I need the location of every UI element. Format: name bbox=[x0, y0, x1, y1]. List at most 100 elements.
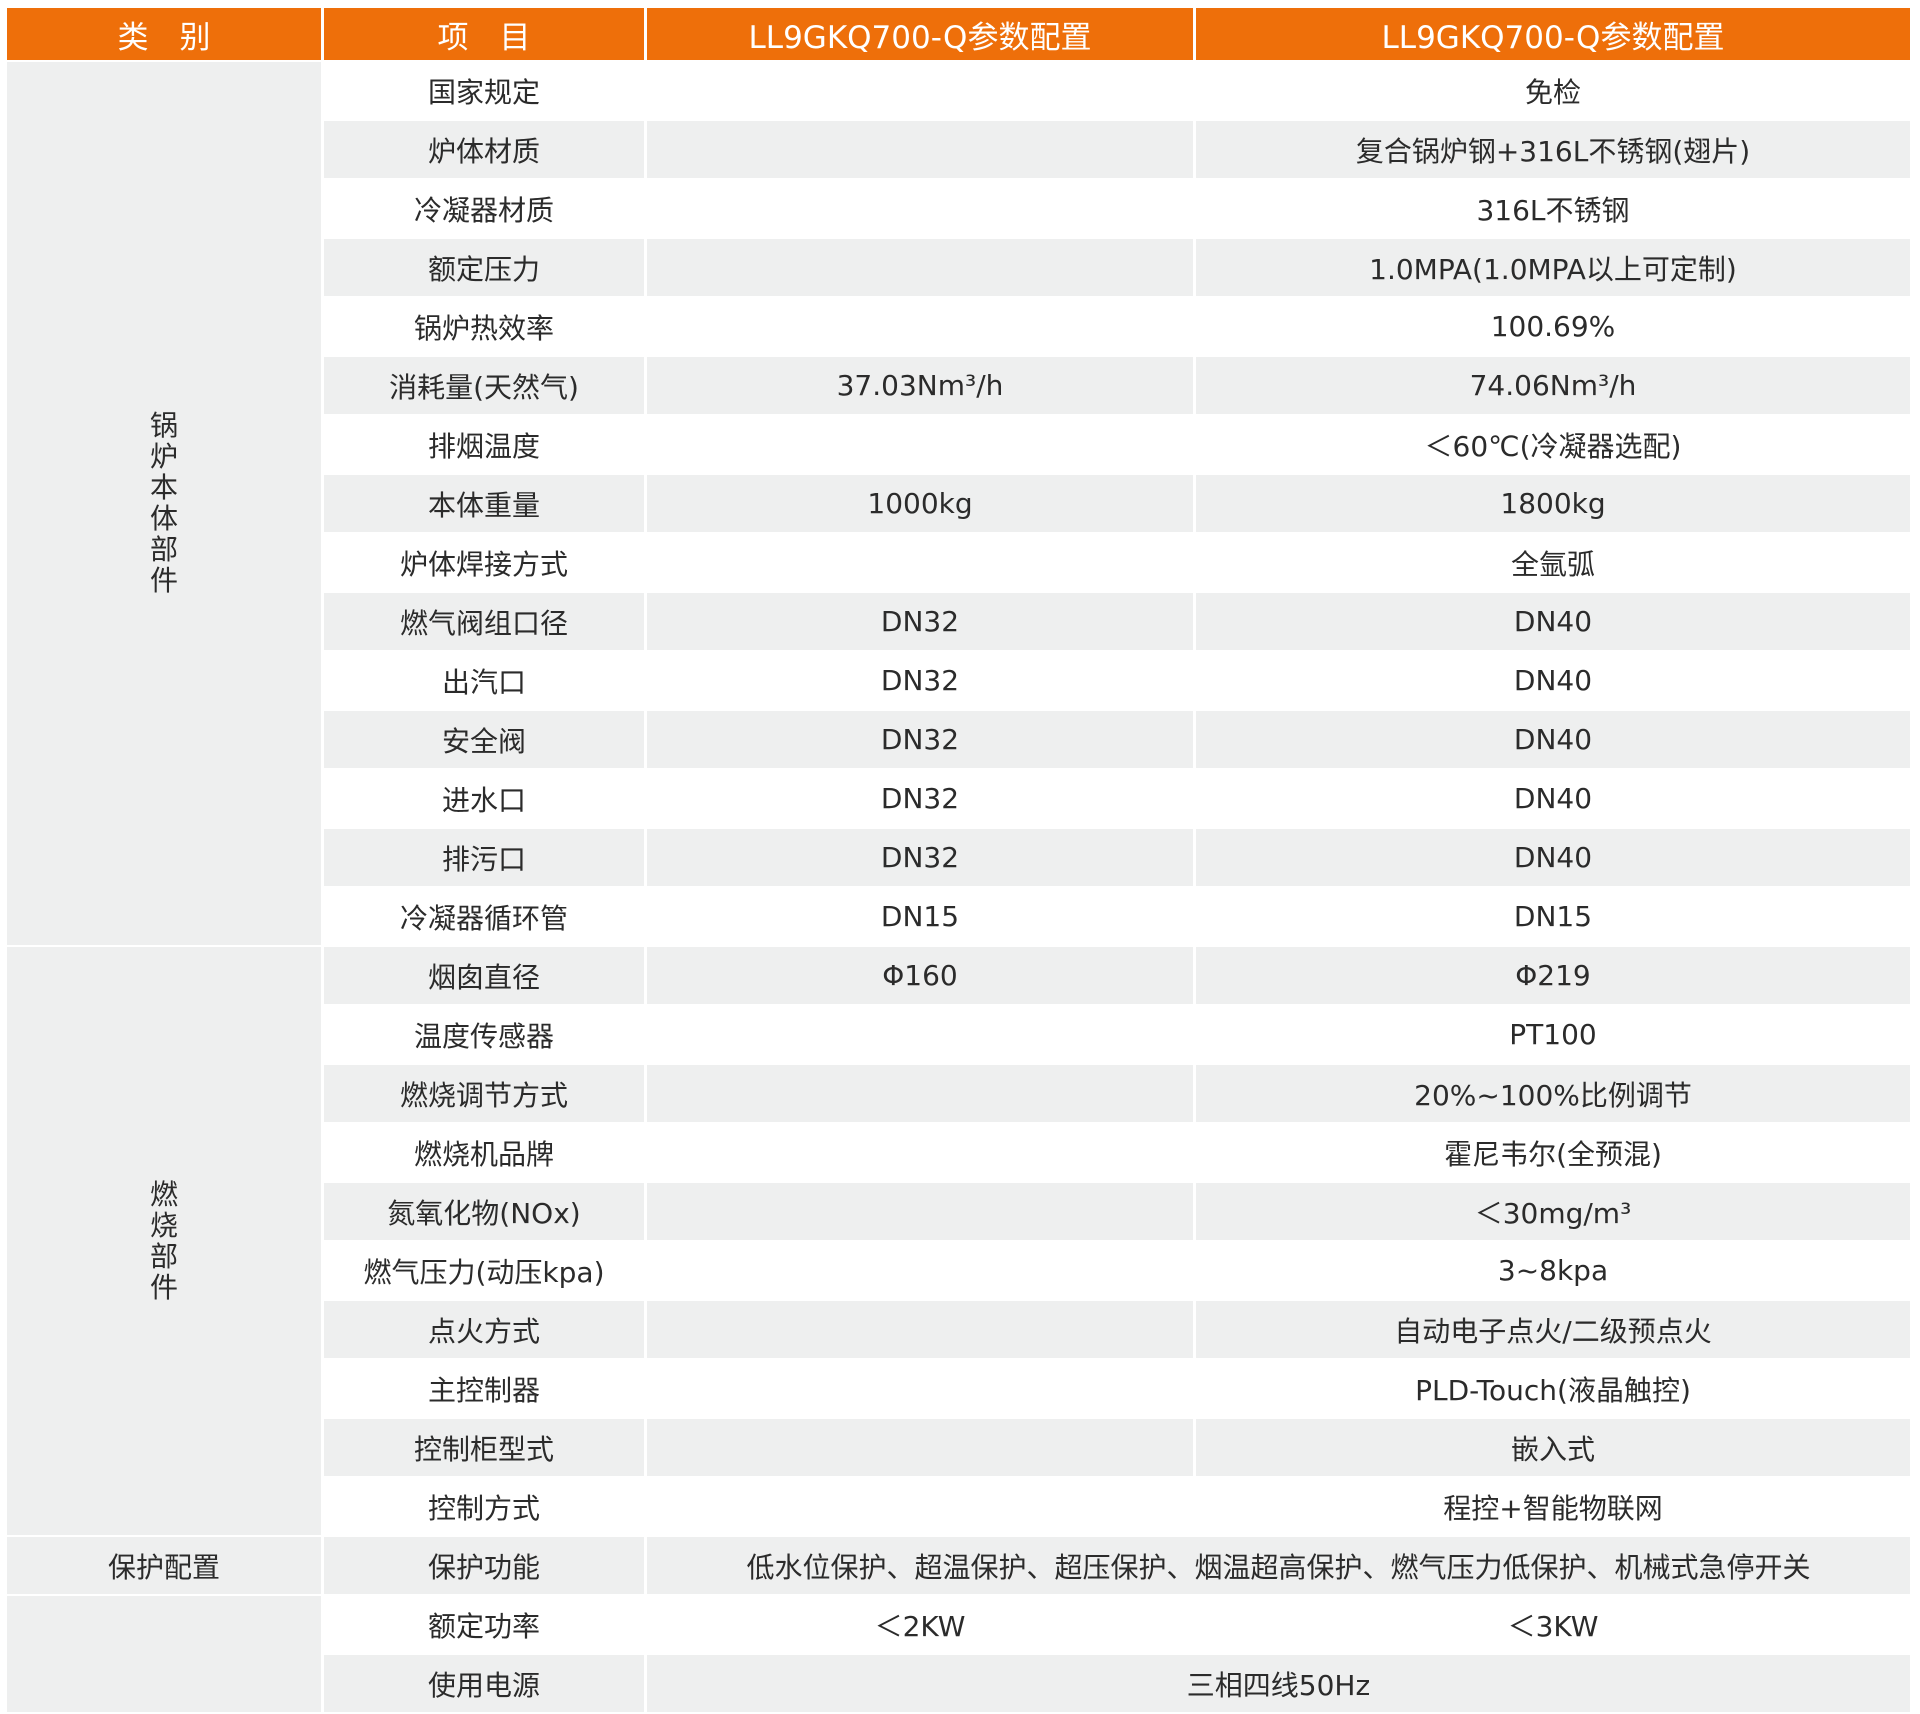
model-b-value: DN40 bbox=[1196, 770, 1910, 827]
model-a-value bbox=[647, 1006, 1193, 1063]
model-a-value: DN32 bbox=[647, 770, 1193, 827]
item-cell: 出汽口 bbox=[324, 652, 644, 709]
model-a-value: DN32 bbox=[647, 652, 1193, 709]
item-cell: 冷凝器循环管 bbox=[324, 888, 644, 945]
category-label: 保护配置 bbox=[107, 1550, 220, 1584]
model-b-value: DN40 bbox=[1196, 711, 1910, 768]
table-row: 控制柜型式 嵌入式 bbox=[7, 1419, 1910, 1476]
table-row: 进水口 DN32 DN40 bbox=[7, 770, 1910, 827]
model-a-value bbox=[647, 1478, 1193, 1535]
merged-value-cell: 低水位保护、超温保护、超压保护、烟温超高保护、燃气压力低保护、机械式急停开关 bbox=[647, 1537, 1910, 1594]
model-b-value: PT100 bbox=[1196, 1006, 1910, 1063]
item-cell: 排污口 bbox=[324, 829, 644, 886]
item-cell: 控制方式 bbox=[324, 1478, 644, 1535]
item-cell: 锅炉热效率 bbox=[324, 298, 644, 355]
item-cell: 点火方式 bbox=[324, 1301, 644, 1358]
model-a-value: Φ160 bbox=[647, 947, 1193, 1004]
table-row: 燃烧机品牌 霍尼韦尔(全预混) bbox=[7, 1124, 1910, 1181]
table-row: 主控制器 PLD-Touch(液晶触控) bbox=[7, 1360, 1910, 1417]
model-b-value: 嵌入式 bbox=[1196, 1419, 1910, 1476]
model-a-value bbox=[647, 416, 1193, 473]
category-cell bbox=[7, 1596, 321, 1712]
model-a-value bbox=[647, 180, 1193, 237]
item-cell: 消耗量(天然气) bbox=[324, 357, 644, 414]
table-row: 冷凝器材质 316L不锈钢 bbox=[7, 180, 1910, 237]
model-b-value: ＜3KW bbox=[1196, 1596, 1910, 1653]
header-model-b: LL9GKQ700-Q参数配置 bbox=[1196, 8, 1910, 60]
item-cell: 额定功率 bbox=[324, 1596, 644, 1653]
model-b-value: DN15 bbox=[1196, 888, 1910, 945]
table-row: 使用电源 三相四线50Hz bbox=[7, 1655, 1910, 1712]
model-b-value: 20%~100%比例调节 bbox=[1196, 1065, 1910, 1122]
model-a-value bbox=[647, 1183, 1193, 1240]
item-cell: 排烟温度 bbox=[324, 416, 644, 473]
table-row: 保护配置 保护功能 低水位保护、超温保护、超压保护、烟温超高保护、燃气压力低保护、机… bbox=[7, 1537, 1910, 1594]
header-row: 类 别 项 目 LL9GKQ700-Q参数配置 LL9GKQ700-Q参数配置 bbox=[7, 8, 1910, 60]
model-b-value: DN40 bbox=[1196, 829, 1910, 886]
model-b-value: 复合锅炉钢+316L不锈钢(翅片) bbox=[1196, 121, 1910, 178]
model-b-value: 全氩弧 bbox=[1196, 534, 1910, 591]
table-row: 燃气压力(动压kpa) 3~8kpa bbox=[7, 1242, 1910, 1299]
model-a-value bbox=[647, 62, 1193, 119]
table-row: 点火方式 自动电子点火/二级预点火 bbox=[7, 1301, 1910, 1358]
model-a-value bbox=[647, 1419, 1193, 1476]
item-cell: 燃烧机品牌 bbox=[324, 1124, 644, 1181]
model-b-value: DN40 bbox=[1196, 593, 1910, 650]
item-cell: 主控制器 bbox=[324, 1360, 644, 1417]
model-a-value: 1000kg bbox=[647, 475, 1193, 532]
spec-table: 类 别 项 目 LL9GKQ700-Q参数配置 LL9GKQ700-Q参数配置 … bbox=[4, 6, 1913, 1714]
item-cell: 冷凝器材质 bbox=[324, 180, 644, 237]
model-a-value: DN32 bbox=[647, 711, 1193, 768]
item-cell: 温度传感器 bbox=[324, 1006, 644, 1063]
model-b-value: 霍尼韦尔(全预混) bbox=[1196, 1124, 1910, 1181]
item-cell: 燃气阀组口径 bbox=[324, 593, 644, 650]
model-b-value: 74.06Nm³/h bbox=[1196, 357, 1910, 414]
model-a-value: DN32 bbox=[647, 593, 1193, 650]
table-row: 锅炉热效率 100.69% bbox=[7, 298, 1910, 355]
table-row: 控制方式 程控+智能物联网 bbox=[7, 1478, 1910, 1535]
table-row: 炉体焊接方式 全氩弧 bbox=[7, 534, 1910, 591]
item-cell: 本体重量 bbox=[324, 475, 644, 532]
table-row: 温度传感器 PT100 bbox=[7, 1006, 1910, 1063]
item-cell: 燃烧调节方式 bbox=[324, 1065, 644, 1122]
model-b-value: PLD-Touch(液晶触控) bbox=[1196, 1360, 1910, 1417]
table-row: 额定压力 1.0MPA(1.0MPA以上可定制) bbox=[7, 239, 1910, 296]
item-cell: 炉体材质 bbox=[324, 121, 644, 178]
model-a-value bbox=[647, 1124, 1193, 1181]
item-cell: 炉体焊接方式 bbox=[324, 534, 644, 591]
model-b-value: 100.69% bbox=[1196, 298, 1910, 355]
item-cell: 额定压力 bbox=[324, 239, 644, 296]
item-cell: 保护功能 bbox=[324, 1537, 644, 1594]
table-row: 炉体材质 复合锅炉钢+316L不锈钢(翅片) bbox=[7, 121, 1910, 178]
model-a-value: DN32 bbox=[647, 829, 1193, 886]
table-row: 消耗量(天然气) 37.03Nm³/h 74.06Nm³/h bbox=[7, 357, 1910, 414]
table-row: 排污口 DN32 DN40 bbox=[7, 829, 1910, 886]
item-cell: 进水口 bbox=[324, 770, 644, 827]
model-b-value: 免检 bbox=[1196, 62, 1910, 119]
model-b-value: Φ219 bbox=[1196, 947, 1910, 1004]
table-row: 本体重量 1000kg 1800kg bbox=[7, 475, 1910, 532]
table-row: 燃气阀组口径 DN32 DN40 bbox=[7, 593, 1910, 650]
table-row: 氮氧化物(NOx) ＜30mg/m³ bbox=[7, 1183, 1910, 1240]
table-row: 额定功率 ＜2KW ＜3KW bbox=[7, 1596, 1910, 1712]
table-row: 出汽口 DN32 DN40 bbox=[7, 652, 1910, 709]
category-label: 燃烧部件 bbox=[149, 1177, 178, 1304]
item-cell: 控制柜型式 bbox=[324, 1419, 644, 1476]
category-cell: 燃烧部件 bbox=[7, 947, 321, 1535]
item-cell: 安全阀 bbox=[324, 711, 644, 768]
table-row: 锅炉本体部件 国家规定 免检 bbox=[7, 62, 1910, 945]
model-b-value: 316L不锈钢 bbox=[1196, 180, 1910, 237]
header-category: 类 别 bbox=[7, 8, 321, 60]
model-a-value bbox=[647, 1242, 1193, 1299]
model-b-value: ＜30mg/m³ bbox=[1196, 1183, 1910, 1240]
model-a-value bbox=[647, 121, 1193, 178]
model-a-value bbox=[647, 1360, 1193, 1417]
model-b-value: ＜60℃(冷凝器选配) bbox=[1196, 416, 1910, 473]
item-cell: 使用电源 bbox=[324, 1655, 644, 1712]
header-item: 项 目 bbox=[324, 8, 644, 60]
model-b-value: 自动电子点火/二级预点火 bbox=[1196, 1301, 1910, 1358]
model-b-value: 1800kg bbox=[1196, 475, 1910, 532]
table-row: 燃烧部件 烟囱直径 Φ160 Φ219 bbox=[7, 947, 1910, 1535]
item-cell: 燃气压力(动压kpa) bbox=[324, 1242, 644, 1299]
item-cell: 国家规定 bbox=[324, 62, 644, 119]
